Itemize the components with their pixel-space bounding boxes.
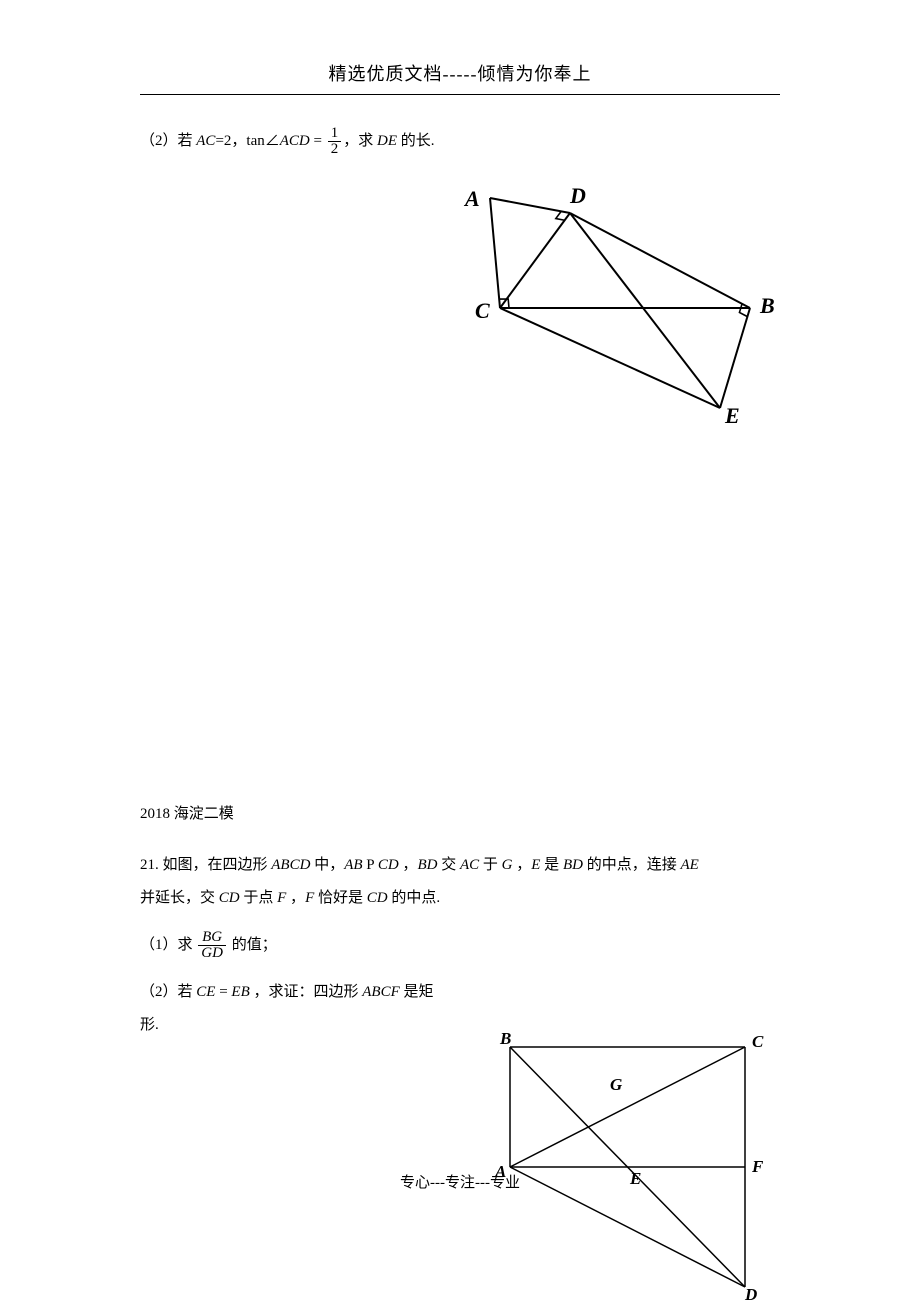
p2-AB: AB — [344, 857, 362, 873]
p1-eq1: =2， — [215, 133, 246, 149]
p2-CD: CD — [378, 857, 399, 873]
p2-t12: 恰好是 — [314, 890, 367, 906]
p2-t4: 交 — [437, 857, 460, 873]
p1-q2-prefix: （2）若 — [140, 133, 196, 149]
p2-q1: （1）求 BGGD 的值； — [140, 929, 780, 962]
svg-text:C: C — [752, 1032, 764, 1051]
svg-text:B: B — [759, 293, 775, 318]
page-header: 精选优质文档-----倾情为你奉上 — [140, 60, 780, 95]
p1-DE: DE — [377, 133, 397, 149]
p2-q1-prefix: （1）求 — [140, 937, 196, 953]
p2-t3: ， — [399, 857, 418, 873]
p1-angle: ∠ — [265, 133, 280, 149]
p2-G: G — [502, 857, 513, 873]
page-footer: 专心---专注---专业 — [0, 1171, 920, 1192]
p2-t11: ， — [286, 890, 305, 906]
p2-q2-mid: ，求证：四边形 — [250, 984, 363, 1000]
svg-text:D: D — [744, 1285, 757, 1304]
p2-q2-suffix2: 形. — [140, 1017, 159, 1033]
p2-q2-prefix: （2）若 — [140, 984, 196, 1000]
svg-text:A: A — [463, 186, 480, 211]
p1-q2-line: （2）若 AC=2，tan∠ACD = 12，求 DE 的长. — [140, 125, 780, 158]
figure2-area: BCAFDGE — [490, 1032, 770, 1292]
p2-AE: AE — [680, 857, 698, 873]
p2-t6: ， — [512, 857, 531, 873]
p2-t1: 如图，在四边形 — [163, 857, 272, 873]
p2-t10: 于点 — [240, 890, 278, 906]
p1-frac: 12 — [328, 126, 342, 157]
p2-stem-line1: 21. 如图，在四边形 ABCD 中，AB P CD ，BD 交 AC 于 G … — [140, 849, 780, 882]
p2-ABCF: ABCF — [362, 984, 400, 1000]
p1-frac-num: 1 — [328, 126, 342, 142]
p2-t9: 并延长，交 — [140, 890, 219, 906]
p2-num: 21. — [140, 857, 163, 873]
p1-suffix1: ，求 — [343, 133, 377, 149]
p2-frac: BGGD — [198, 930, 226, 961]
p1-tan: tan — [246, 133, 264, 149]
p2-q1-suffix: 的值； — [228, 937, 277, 953]
p2-AC: AC — [460, 857, 479, 873]
p2-EB: EB — [231, 984, 249, 1000]
p2-t13: 的中点. — [388, 890, 441, 906]
figure1-svg: A D C B E — [430, 178, 810, 438]
problem2-section: 2018 海淀二模 21. 如图，在四边形 ABCD 中，AB P CD ，BD… — [140, 798, 780, 1042]
p1-frac-den: 2 — [328, 142, 342, 157]
p2-q2-suffix: 是矩 — [400, 984, 434, 1000]
p2-BD2: BD — [563, 857, 583, 873]
p2-source: 2018 海淀二模 — [140, 798, 780, 831]
p2-F2: F — [305, 890, 314, 906]
svg-text:E: E — [629, 1169, 641, 1188]
p2-CD2: CD — [219, 890, 240, 906]
p2-F: F — [277, 890, 286, 906]
p2-frac-den: GD — [198, 946, 226, 961]
svg-text:D: D — [569, 183, 586, 208]
p2-stem-line2: 并延长，交 CD 于点 F ，F 恰好是 CD 的中点. — [140, 882, 780, 915]
p2-ABCD: ABCD — [271, 857, 310, 873]
svg-text:A: A — [494, 1162, 506, 1181]
p2-BD: BD — [417, 857, 437, 873]
p2-q2-line1: （2）若 CE = EB ，求证：四边形 ABCF 是矩 — [140, 976, 780, 1009]
p2-t7: 是 — [540, 857, 563, 873]
p1-ACD: ACD — [280, 133, 310, 149]
svg-text:B: B — [499, 1032, 511, 1048]
svg-text:G: G — [610, 1075, 623, 1094]
svg-text:F: F — [751, 1157, 764, 1176]
p2-CD3: CD — [367, 890, 388, 906]
figure1-area: ADCBE — [140, 178, 780, 418]
svg-text:E: E — [724, 403, 740, 428]
p2-par: P — [363, 857, 378, 873]
p2-t2: 中， — [310, 857, 344, 873]
p2-eq: = — [215, 984, 231, 1000]
p1-suffix2: 的长. — [397, 133, 435, 149]
p2-t5: 于 — [479, 857, 502, 873]
p1-AC: AC — [196, 133, 215, 149]
svg-text:C: C — [475, 298, 490, 323]
p2-t8: 的中点，连接 — [583, 857, 681, 873]
figure2-svg: B C A F D G E — [490, 1032, 780, 1307]
p2-CE: CE — [196, 984, 215, 1000]
p1-eq2: = — [310, 133, 326, 149]
p2-frac-num: BG — [198, 930, 226, 946]
